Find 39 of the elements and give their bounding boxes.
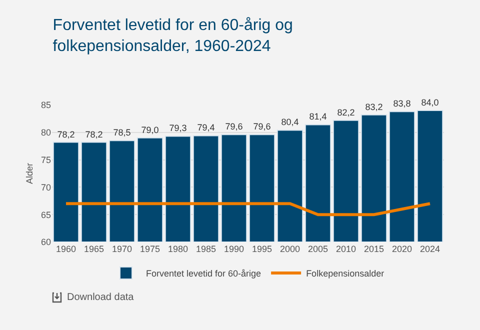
x-tick-label: 1995 [252,244,272,254]
data-label: 79,0 [141,124,159,135]
y-tick-label: 75 [40,154,51,165]
x-tick-label: 1985 [196,244,216,254]
y-tick-label: 60 [40,237,51,248]
data-label: 80,4 [281,117,299,128]
data-label: 79,3 [169,123,187,134]
data-label: 83,8 [393,98,411,109]
data-label: 83,2 [365,102,383,112]
x-tick-label: 2020 [392,244,412,254]
data-label: 79,6 [253,122,271,132]
data-label: 79,6 [225,122,243,132]
data-label: 84,0 [421,97,439,108]
y-tick-label: 70 [40,182,51,192]
y-axis-title: Alder [24,162,34,184]
text: Download data [67,292,134,303]
x-tick-label: 1965 [84,244,104,254]
data-label: 78,2 [57,129,75,140]
x-tick-label: 2005 [308,244,328,254]
data-label: 78,2 [85,129,103,140]
data-label: 79,4 [197,122,215,133]
y-tick-label: 80 [40,128,51,138]
chart-title: Forventet levetid for en 60-årig og folkepensionsalder, 1960-2024 [52,17,293,55]
x-tick-label: 2015 [364,244,384,254]
y-tick-label: 85 [40,100,51,110]
x-tick-label: 2000 [280,244,300,254]
data-label: 81,4 [309,112,327,122]
x-tick-label: 2010 [336,244,356,254]
x-tick-label: 1975 [140,244,160,254]
x-tick-label: 2024 [420,244,440,254]
y-tick-label: 65 [40,210,51,220]
x-tick-label: 1980 [168,244,188,254]
data-label: 78,5 [113,128,131,138]
x-tick-label: 1960 [56,244,76,254]
legend-label: Forventet levetid for 60-årige [146,268,262,278]
legend-label: Folkepensionsalder [306,268,384,278]
data-label: 82,2 [337,107,355,118]
x-tick-label: 1970 [112,244,132,254]
x-tick-label: 1990 [224,244,244,254]
